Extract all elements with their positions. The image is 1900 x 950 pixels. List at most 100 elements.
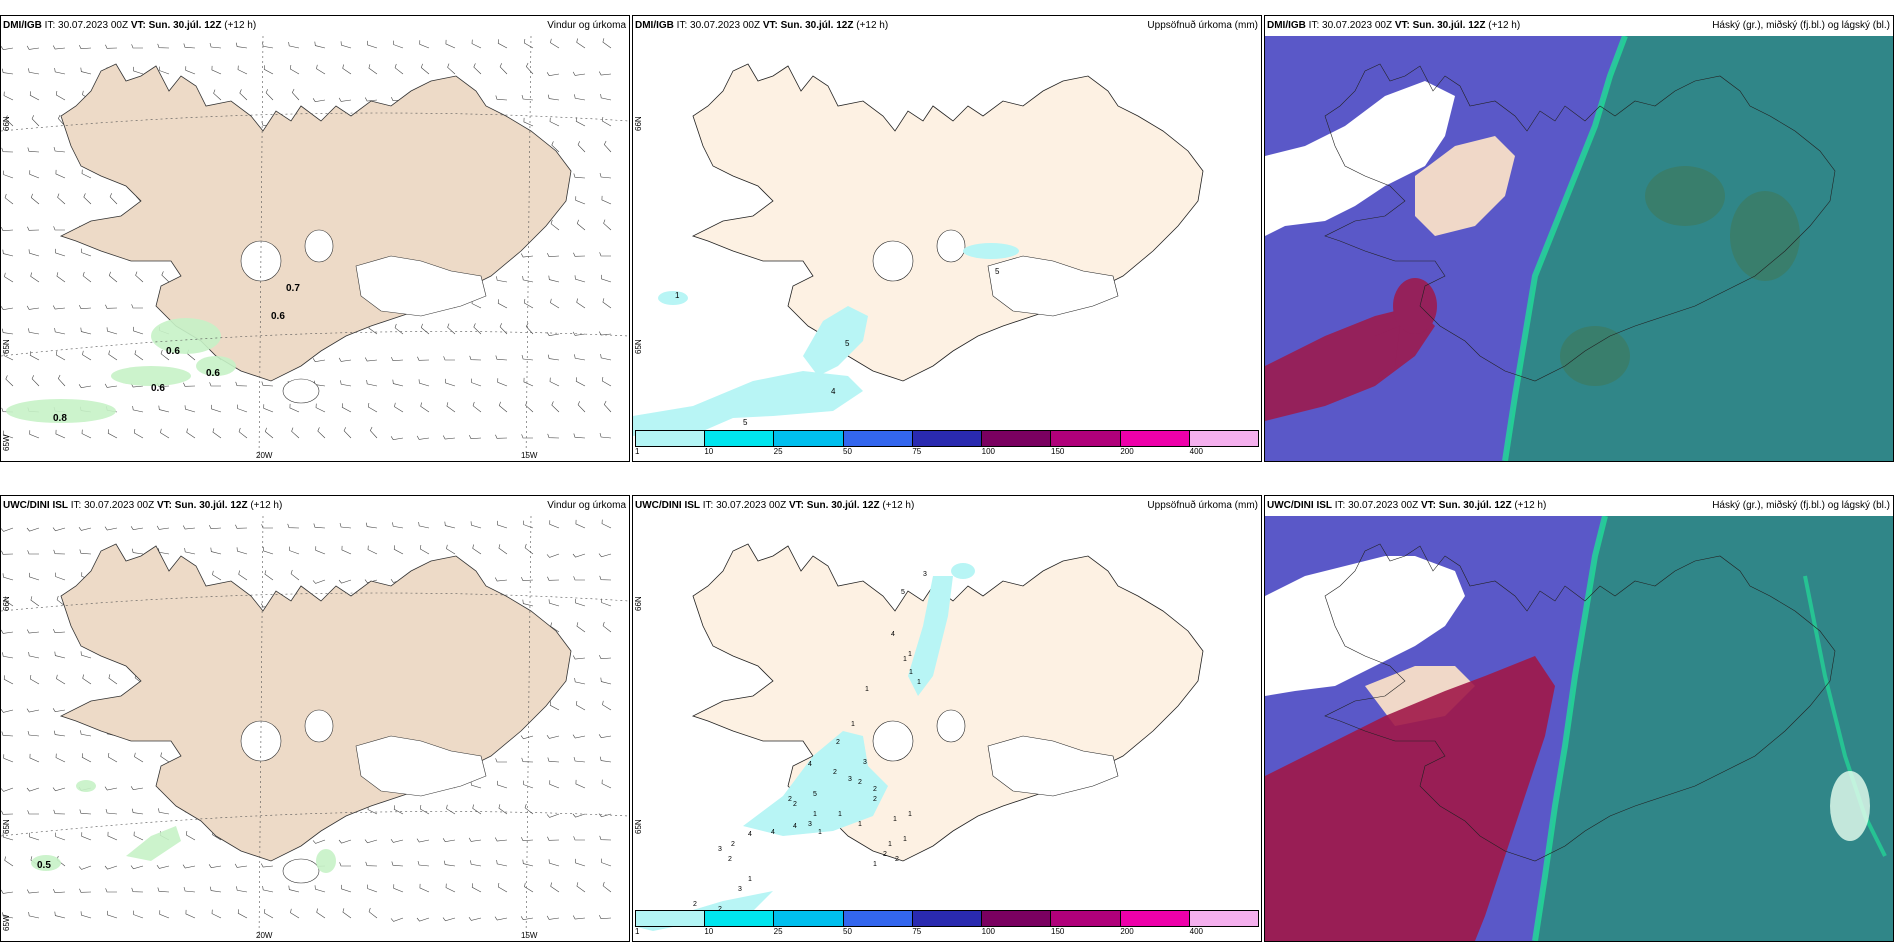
wind-barb	[339, 862, 351, 867]
wind-barb	[524, 882, 534, 893]
wind-barb	[80, 911, 92, 919]
colorbar-swatch	[705, 911, 775, 926]
wind-barb	[82, 350, 92, 361]
wind-barb	[573, 252, 586, 257]
wind-barb	[55, 429, 66, 439]
wind-barb	[364, 839, 378, 844]
model-name: UWC/DINI ISL	[635, 500, 700, 511]
coastline-outline	[1324, 543, 1836, 862]
wind-barb	[521, 757, 534, 763]
wind-barb	[56, 595, 66, 607]
wind-barb	[446, 804, 456, 815]
wind-barb	[26, 889, 40, 894]
wind-barb	[104, 383, 118, 388]
precip-value: 1	[858, 821, 862, 828]
precip-value: 4	[831, 387, 836, 396]
grid-labels: 66N 65N 65W 20W 15W	[2, 116, 538, 460]
precip-values: 0.7 0.6 0.6 0.6 0.6 0.8	[53, 283, 300, 424]
wind-barb	[495, 434, 508, 439]
wind-barb	[443, 860, 456, 867]
wind-barb	[26, 708, 40, 713]
precip-value: 0.6	[206, 368, 220, 379]
wind-barb	[1, 787, 14, 792]
wind-barb	[549, 780, 560, 789]
wind-barb	[78, 865, 92, 870]
wind-barb	[468, 917, 482, 921]
wind-barb	[602, 700, 612, 711]
wind-barb	[342, 908, 352, 919]
wind-barb	[393, 884, 404, 893]
glacier	[936, 229, 966, 263]
high-cloud-edge	[1803, 575, 1887, 857]
wind-barb	[341, 545, 352, 555]
precip-value: 2	[895, 856, 899, 863]
glacier	[282, 858, 320, 884]
precip-values: 0.5	[37, 860, 51, 871]
wind-barb	[26, 305, 40, 310]
wind-barb	[28, 911, 40, 919]
wind-barb	[56, 272, 66, 283]
wind-barb	[263, 546, 274, 555]
colorbar: 1 10 25 50 75 100 150 200 400	[635, 430, 1259, 458]
wind-barb	[598, 71, 612, 76]
colorbar-swatch	[1189, 911, 1258, 926]
wind-barb	[159, 910, 170, 919]
wind-barb	[469, 434, 482, 440]
wind-barb	[549, 701, 560, 711]
wind-map[interactable]: 0.5 66N 65N 65W 20W 15W	[1, 516, 629, 941]
wind-barb	[575, 598, 586, 607]
colorbar: 1 10 25 50 75 100 150 200 400	[635, 910, 1259, 938]
wind-barb	[80, 651, 92, 659]
wind-barb	[1, 731, 14, 737]
wind-barb	[29, 170, 40, 179]
cloud-map[interactable]	[1265, 516, 1893, 941]
panel-uwc-accum: UWC/DINI ISL IT: 30.07.2023 00Z VT: Sun.…	[632, 495, 1262, 942]
precip-value: 0.5	[37, 860, 51, 871]
wind-barb	[1, 550, 14, 555]
accum-precip-map[interactable]: 1 5 5 4 5 66N 65N	[633, 36, 1261, 461]
wind-barb	[523, 298, 534, 309]
wind-barb	[55, 350, 66, 361]
wind-barb	[419, 40, 430, 49]
mid-cloud-cover	[1265, 656, 1555, 941]
wind-barb	[599, 173, 612, 179]
colorbar-swatches	[635, 910, 1259, 927]
wind-barb	[159, 66, 170, 75]
precip-value: 5	[901, 589, 905, 596]
wind-barb	[81, 169, 92, 179]
cloud-map[interactable]	[1265, 36, 1893, 461]
wind-barb	[521, 95, 534, 101]
colorbar-swatch	[774, 911, 844, 926]
wind-barb	[263, 908, 274, 919]
wind-barb	[340, 41, 352, 49]
wind-barb	[472, 401, 482, 413]
wind-barb	[209, 886, 222, 893]
precip-value: 3	[738, 886, 742, 893]
wind-barb	[498, 544, 508, 555]
wind-barb	[598, 813, 612, 818]
wind-barb	[290, 908, 300, 919]
wind-barb	[522, 275, 534, 283]
wind-barb	[494, 577, 508, 582]
lat-label: 66N	[2, 116, 11, 131]
wind-barb	[393, 40, 404, 49]
wind-barb	[105, 304, 118, 309]
valid-label: VT:	[788, 500, 804, 511]
lat-label: 66N	[634, 116, 643, 131]
wind-barb	[523, 520, 534, 529]
wind-barb	[235, 42, 248, 49]
valid-time: Sun. 30.júl. 12Z	[780, 20, 854, 31]
wind-barb	[341, 884, 352, 893]
wind-barb	[445, 39, 456, 49]
wind-map[interactable]: 0.7 0.6 0.6 0.6 0.6 0.8 66N 65N 65W 20W …	[1, 36, 629, 461]
precip-value: 0.6	[166, 346, 180, 357]
wind-barb	[130, 526, 144, 531]
valid-label: VT:	[1394, 20, 1410, 31]
wind-barb	[26, 45, 40, 50]
wind-barb	[338, 97, 352, 102]
precip-value: 1	[675, 291, 680, 300]
lead-time: (+12 h)	[224, 20, 257, 31]
wind-barb	[603, 140, 612, 153]
wind-barb	[57, 374, 66, 387]
